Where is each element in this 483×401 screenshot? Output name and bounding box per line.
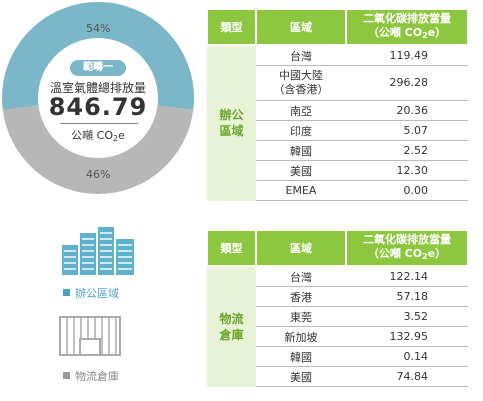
col-header-region: 區域 xyxy=(255,229,347,267)
value-cell: 119.49 xyxy=(346,45,468,66)
value-cell: 0.00 xyxy=(346,180,468,201)
region-cell: 南亞 xyxy=(256,100,346,121)
donut-segment-warehouse xyxy=(2,105,194,195)
value-cell: 132.95 xyxy=(346,326,468,347)
region-cell: EMEA xyxy=(256,180,346,201)
region-cell: 香港 xyxy=(256,286,346,307)
office-percent-label: 54% xyxy=(86,22,111,35)
value-cell: 296.28 xyxy=(346,65,468,101)
group-label-office: 辦公 區域 xyxy=(207,45,256,201)
col-header-region: 區域 xyxy=(255,8,347,46)
value-cell: 20.36 xyxy=(346,100,468,121)
legend-office-label: 辦公區域 xyxy=(75,287,119,300)
legend-warehouse-label: 物流倉庫 xyxy=(75,370,119,383)
value-cell: 3.52 xyxy=(346,306,468,327)
table-row: 東莞 3.52 xyxy=(207,306,468,327)
table-row: 南亞 20.36 xyxy=(207,100,468,121)
warehouse-percent-label: 46% xyxy=(86,168,111,181)
donut-segment-office xyxy=(2,2,195,111)
region-cell: 新加坡 xyxy=(256,326,346,347)
legend-warehouse-swatch xyxy=(63,372,70,379)
region-cell: 台灣 xyxy=(256,266,346,287)
scope-badge: 範疇一 xyxy=(70,60,126,76)
value-cell: 12.30 xyxy=(346,160,468,181)
legend-warehouse: 物流倉庫 xyxy=(63,368,119,384)
table-row: 印度 5.07 xyxy=(207,120,468,141)
total-emissions-unit: 公噸 CO2e xyxy=(71,129,125,143)
value-cell: 5.07 xyxy=(346,120,468,141)
office-building-icon xyxy=(62,227,134,275)
value-cell: 57.18 xyxy=(346,286,468,307)
table-row: 辦公 區域 台灣 119.49 xyxy=(207,45,468,201)
table-row: 香港 57.18 xyxy=(207,286,468,307)
warehouse-emissions-table: 類型 區域 二氧化碳排放當量 （公噸 CO2e） 物流 倉庫 台灣 122.14 香… xyxy=(206,229,469,387)
region-cell: 中國大陸 （含香港） xyxy=(256,65,346,101)
value-cell: 74.84 xyxy=(346,366,468,387)
legend-office: 辦公區域 xyxy=(63,285,119,301)
region-cell: 韓國 xyxy=(256,346,346,367)
table-row: 美國 12.30 xyxy=(207,160,468,181)
region-cell: 美國 xyxy=(256,160,346,181)
emissions-donut-chart xyxy=(2,2,195,195)
col-header-type: 類型 xyxy=(206,8,257,46)
group-label-warehouse: 物流 倉庫 xyxy=(207,266,256,387)
table-row: 物流 倉庫 台灣 122.14 xyxy=(207,266,468,387)
region-cell: 東莞 xyxy=(256,306,346,327)
legend-office-swatch xyxy=(63,289,70,296)
table-row: 中國大陸 （含香港） 296.28 xyxy=(207,65,468,101)
table-row: 美國 74.84 xyxy=(207,366,468,387)
table-row: 新加坡 132.95 xyxy=(207,326,468,347)
region-cell: 美國 xyxy=(256,366,346,387)
value-cell: 122.14 xyxy=(346,266,468,287)
region-cell: 印度 xyxy=(256,120,346,141)
table-row: 韓國 0.14 xyxy=(207,346,468,367)
center-divider xyxy=(60,123,138,124)
region-cell: 台灣 xyxy=(256,45,346,66)
table-row: 韓國 2.52 xyxy=(207,140,468,161)
col-header-emissions: 二氧化碳排放當量 （公噸 CO2e） xyxy=(345,229,469,267)
table-row: EMEA 0.00 xyxy=(207,180,468,201)
total-emissions-value: 846.79 xyxy=(48,93,148,121)
col-header-type: 類型 xyxy=(206,229,257,267)
value-cell: 2.52 xyxy=(346,140,468,161)
total-emissions-label: 溫室氣體總排放量 xyxy=(49,81,146,95)
value-cell: 0.14 xyxy=(346,346,468,367)
region-cell: 韓國 xyxy=(256,140,346,161)
office-emissions-table: 類型 區域 二氧化碳排放當量 （公噸 CO2e） 辦公 區域 台灣 119.49 中… xyxy=(206,8,469,201)
warehouse-icon xyxy=(59,316,121,356)
col-header-emissions: 二氧化碳排放當量 （公噸 CO2e） xyxy=(345,8,469,46)
